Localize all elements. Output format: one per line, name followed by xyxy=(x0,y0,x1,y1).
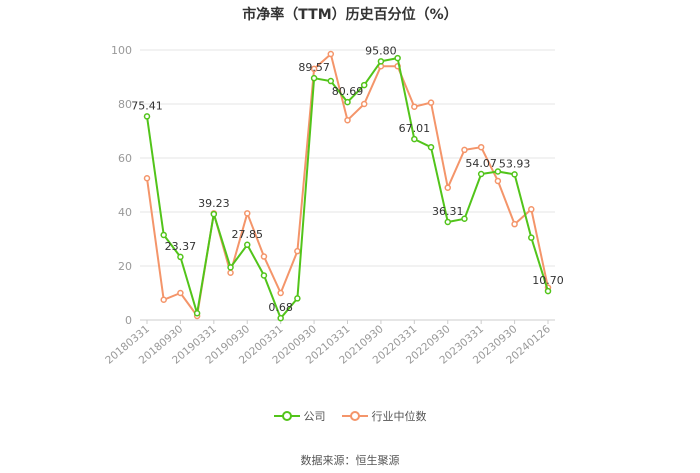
data-point-company[interactable] xyxy=(143,113,151,120)
data-source: 数据来源：恒生聚源 xyxy=(300,454,400,467)
data-point-industry[interactable] xyxy=(528,206,535,213)
data-label: 23.37 xyxy=(165,240,197,253)
data-point-industry[interactable] xyxy=(177,289,184,297)
data-point-industry[interactable] xyxy=(227,269,234,276)
data-point-company[interactable] xyxy=(360,81,368,89)
legend: 公司 行业中位数 xyxy=(0,408,700,424)
data-point-company[interactable] xyxy=(411,135,418,143)
data-label: 10.70 xyxy=(532,274,564,287)
data-label: 39.23 xyxy=(198,197,230,210)
data-label: 53.93 xyxy=(499,157,531,170)
data-point-company[interactable] xyxy=(177,253,184,261)
chart-title: 市净率（TTM）历史百分位（%） xyxy=(242,7,458,23)
data-label: 89.57 xyxy=(298,61,330,74)
data-point-industry[interactable] xyxy=(143,175,151,182)
legend-swatch-industry xyxy=(341,410,368,422)
data-point-company[interactable] xyxy=(494,168,502,175)
y-tick-label: 100 xyxy=(111,44,132,57)
data-point-company[interactable] xyxy=(511,171,518,178)
y-tick-label: 80 xyxy=(118,98,132,111)
data-point-industry[interactable] xyxy=(411,103,418,110)
data-point-industry[interactable] xyxy=(461,146,468,154)
data-point-industry[interactable] xyxy=(444,184,451,191)
data-point-industry[interactable] xyxy=(160,296,167,303)
data-point-industry[interactable] xyxy=(344,116,351,124)
data-point-industry[interactable] xyxy=(477,143,485,151)
data-point-company[interactable] xyxy=(544,287,552,295)
data-point-industry[interactable] xyxy=(310,65,318,73)
y-tick-label: 60 xyxy=(118,152,132,165)
y-tick-label: 0 xyxy=(125,314,132,327)
data-point-company[interactable] xyxy=(160,231,167,239)
data-point-industry[interactable] xyxy=(494,177,502,185)
data-point-company[interactable] xyxy=(277,314,284,322)
data-point-company[interactable] xyxy=(444,218,451,226)
data-point-company[interactable] xyxy=(260,272,268,279)
data-label: 0.68 xyxy=(268,301,293,314)
data-point-company[interactable] xyxy=(227,264,234,271)
data-point-company[interactable] xyxy=(344,98,351,106)
data-point-company[interactable] xyxy=(310,74,318,82)
data-point-company[interactable] xyxy=(477,170,485,178)
y-tick-label: 20 xyxy=(118,260,132,273)
data-point-industry[interactable] xyxy=(511,220,518,228)
data-point-company[interactable] xyxy=(427,143,435,151)
data-point-company[interactable] xyxy=(210,210,218,218)
legend-label-company: 公司 xyxy=(303,410,326,423)
data-point-industry[interactable] xyxy=(244,210,251,217)
y-tick-label: 40 xyxy=(118,206,132,219)
data-point-industry[interactable] xyxy=(327,50,335,58)
data-label: 36.31 xyxy=(432,205,464,218)
legend-label-industry: 行业中位数 xyxy=(371,410,427,423)
data-point-industry[interactable] xyxy=(360,100,368,108)
legend-item-company[interactable]: 公司 xyxy=(273,408,326,424)
data-point-company[interactable] xyxy=(394,54,401,62)
data-label: 67.01 xyxy=(399,122,431,135)
data-label: 95.80 xyxy=(365,44,397,57)
legend-item-industry[interactable]: 行业中位数 xyxy=(341,408,427,424)
data-point-company[interactable] xyxy=(377,58,385,65)
data-point-industry[interactable] xyxy=(294,247,301,255)
data-point-industry[interactable] xyxy=(277,289,284,297)
data-point-company[interactable] xyxy=(528,234,535,241)
data-point-industry[interactable] xyxy=(260,253,268,260)
data-point-company[interactable] xyxy=(294,295,301,302)
data-point-company[interactable] xyxy=(461,215,468,222)
data-label: 75.41 xyxy=(131,99,163,112)
data-point-company[interactable] xyxy=(244,241,251,249)
legend-swatch-company xyxy=(273,410,300,422)
data-label: 80.69 xyxy=(332,85,364,98)
data-point-company[interactable] xyxy=(193,310,201,317)
data-label: 27.85 xyxy=(232,228,264,241)
data-point-industry[interactable] xyxy=(427,99,435,106)
data-point-company[interactable] xyxy=(327,77,335,85)
data-label: 54.07 xyxy=(465,157,497,170)
